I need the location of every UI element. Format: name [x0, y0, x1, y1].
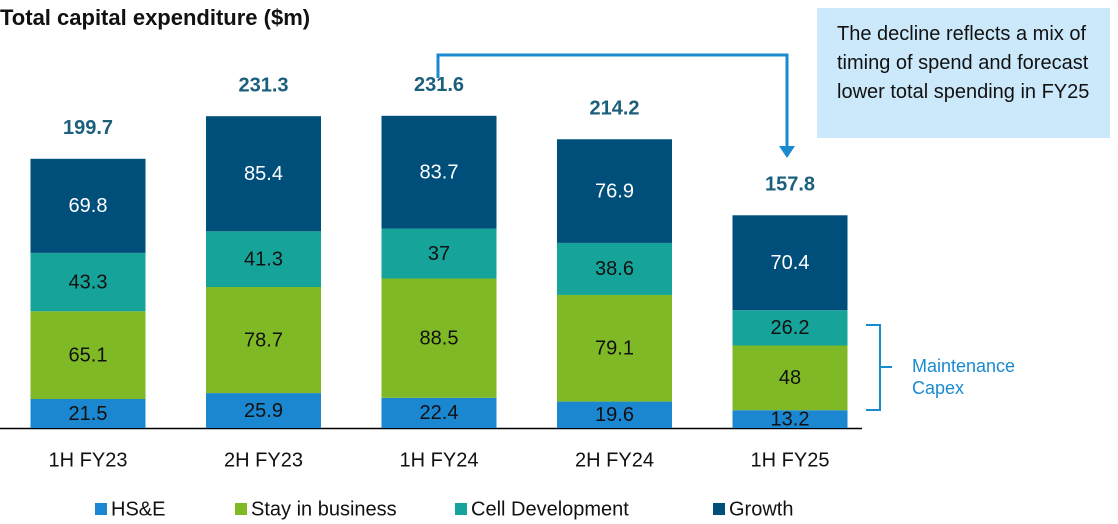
x-tick-label: 2H FY23 — [224, 449, 303, 471]
bar-segment — [557, 242, 672, 295]
bar-segment — [381, 397, 497, 428]
total-label: 214.2 — [589, 98, 639, 120]
bar-segment — [30, 311, 146, 400]
segment-label: 26.2 — [771, 317, 810, 339]
legend-swatch — [713, 503, 725, 515]
segment-label: 78.7 — [244, 329, 283, 351]
segment-label: 21.5 — [69, 403, 108, 425]
bar-segment — [30, 399, 146, 428]
bar-segment — [732, 345, 848, 411]
segment-label: 85.4 — [244, 163, 283, 185]
segment-label: 43.3 — [69, 271, 108, 293]
segment-label: 41.3 — [244, 248, 283, 270]
segment-label: 37 — [428, 243, 450, 265]
segment-label: 88.5 — [420, 327, 459, 349]
x-tick-label: 1H FY23 — [49, 449, 128, 471]
segment-label: 38.6 — [595, 258, 634, 280]
bar-segment — [557, 139, 672, 243]
chart-title: Total capital expenditure ($m) — [0, 5, 310, 30]
bar-segment — [732, 310, 848, 346]
bar-segment — [732, 215, 848, 311]
bar-segment — [732, 410, 848, 428]
segment-label: 25.9 — [244, 400, 283, 422]
segment-label: 76.9 — [595, 180, 634, 202]
bar-segment — [206, 231, 321, 287]
segment-label: 69.8 — [69, 195, 108, 217]
legend-label: Cell Development — [471, 498, 629, 520]
x-tick-label: 1H FY25 — [751, 449, 830, 471]
legend-label: Stay in business — [251, 498, 397, 520]
legend-swatch — [455, 503, 467, 515]
callout-arrow — [436, 53, 789, 148]
bar-segment — [381, 115, 497, 229]
segment-label: 79.1 — [595, 338, 634, 360]
annotation: The decline reflects a mix of timing of … — [817, 8, 1110, 138]
segment-label: 48 — [779, 367, 801, 389]
x-tick-label: 2H FY24 — [575, 449, 654, 471]
bracket-label: Maintenance Capex — [912, 356, 1016, 398]
legend-label: Growth — [729, 498, 793, 520]
total-label: 231.3 — [238, 74, 288, 96]
bar-segment — [30, 252, 146, 312]
total-label: 157.8 — [765, 174, 815, 196]
bracket — [866, 324, 892, 411]
bar-segment — [206, 393, 321, 428]
segment-label: 70.4 — [771, 252, 810, 274]
legend-swatch — [95, 503, 107, 515]
bar-segment — [381, 278, 497, 398]
segment-label: 22.4 — [420, 402, 459, 424]
total-label: 231.6 — [414, 74, 464, 96]
bar-segment — [381, 228, 497, 279]
legend-label: HS&E — [111, 498, 165, 520]
bar-segment — [557, 294, 672, 402]
total-label: 199.7 — [63, 117, 113, 139]
legend-swatch — [235, 503, 247, 515]
bar-segment — [557, 401, 672, 428]
segment-label: 83.7 — [420, 161, 459, 183]
bar-segment — [30, 158, 146, 253]
bar-segment — [206, 286, 321, 394]
segment-label: 19.6 — [595, 404, 634, 426]
bar-segment — [206, 116, 321, 232]
x-tick-label: 1H FY24 — [400, 449, 479, 471]
arrow-head — [779, 146, 795, 158]
segment-label: 13.2 — [771, 408, 810, 430]
segment-label: 65.1 — [69, 344, 108, 366]
